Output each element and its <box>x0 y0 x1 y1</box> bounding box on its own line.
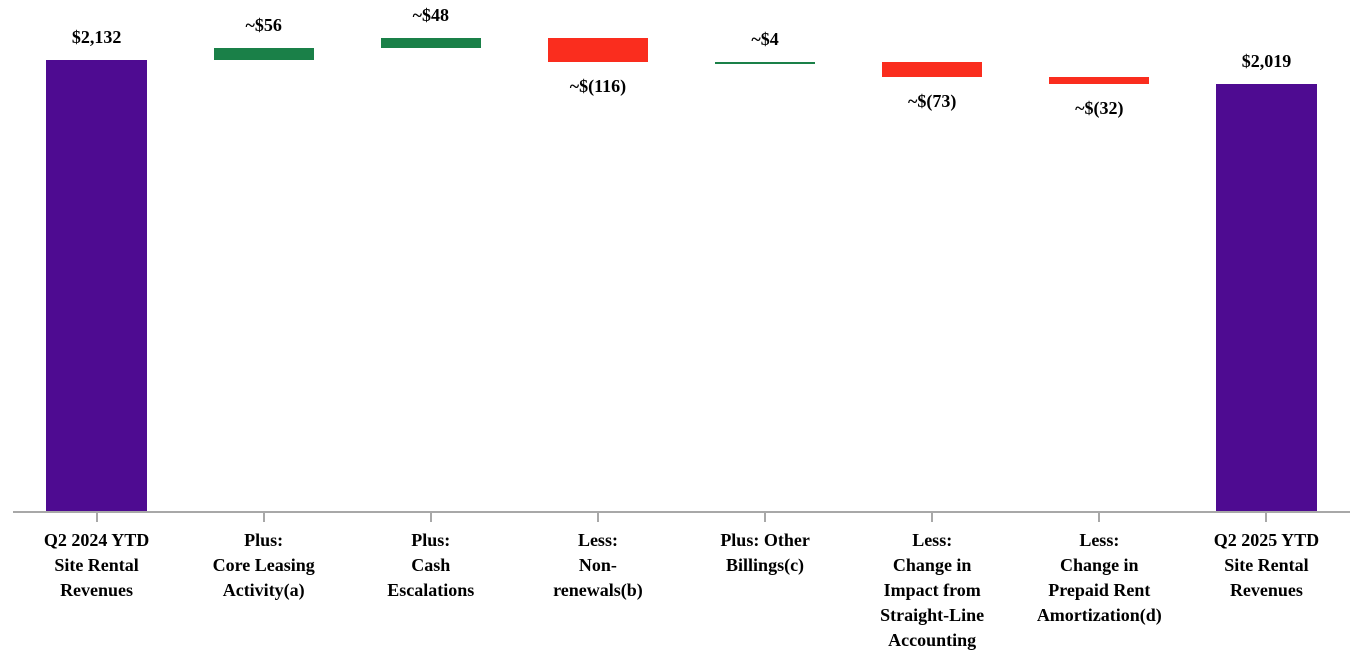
x-axis-labels: Q2 2024 YTD Site Rental Revenues Plus: Co… <box>13 528 1350 653</box>
value-label: ~$(116) <box>569 76 627 97</box>
x-category-label: Less: Change in Prepaid Rent Amortizatio… <box>1036 530 1162 625</box>
value-label: $2,132 <box>71 26 122 47</box>
value-label: ~$(32) <box>1075 97 1124 118</box>
bar-total <box>46 59 147 511</box>
x-tick <box>95 513 98 522</box>
value-label: ~$(73) <box>908 91 957 112</box>
plot-area: $2,132 ~$56 ~$48 ~$(116) ~$4 ~$(73) ~$(32) $2,0… <box>13 0 1350 513</box>
bar-increase <box>213 48 314 60</box>
value-label: ~$48 <box>412 4 449 25</box>
x-category-label: Q2 2025 YTD Site Rental Revenues <box>1213 530 1320 600</box>
value-label: ~$56 <box>245 15 282 36</box>
x-tick <box>262 513 265 522</box>
x-tick <box>429 513 432 522</box>
bar-decrease <box>1049 77 1150 84</box>
x-category-label: Less: Change in Impact from Straight-Lin… <box>880 530 985 650</box>
bar-increase <box>714 61 816 64</box>
x-category-label: Less: Non- renewals(b) <box>553 530 643 600</box>
x-tick <box>1265 513 1268 522</box>
bar-total <box>1216 83 1317 511</box>
x-tick <box>596 513 599 522</box>
x-category-label: Plus: Core Leasing Activity(a) <box>212 530 315 600</box>
bar-decrease <box>547 37 649 63</box>
bar-decrease <box>882 61 983 77</box>
value-label: $2,019 <box>1241 50 1292 71</box>
x-tick <box>931 513 934 522</box>
x-tick <box>1098 513 1101 522</box>
x-category-label: Plus: Cash Escalations <box>387 530 475 600</box>
x-category-label: Plus: Other Billings(c) <box>720 530 810 575</box>
bar-increase <box>380 37 481 49</box>
x-category-label: Q2 2024 YTD Site Rental Revenues <box>43 530 150 600</box>
waterfall-chart: $2,132 ~$56 ~$48 ~$(116) ~$4 ~$(73) ~$(32) $2,0… <box>13 0 1350 672</box>
value-label: ~$4 <box>751 28 779 49</box>
x-tick <box>764 513 767 522</box>
